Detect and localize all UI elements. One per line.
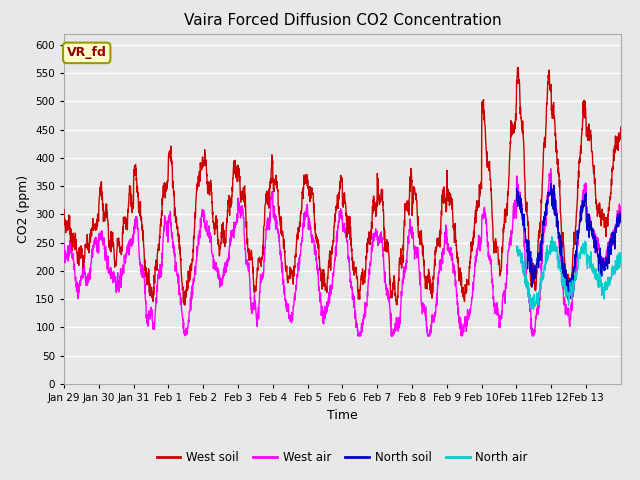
Title: Vaira Forced Diffusion CO2 Concentration: Vaira Forced Diffusion CO2 Concentration — [184, 13, 501, 28]
X-axis label: Time: Time — [327, 408, 358, 421]
Y-axis label: CO2 (ppm): CO2 (ppm) — [17, 175, 29, 243]
Text: VR_fd: VR_fd — [67, 47, 107, 60]
Legend: West soil, West air, North soil, North air: West soil, West air, North soil, North a… — [152, 446, 532, 468]
